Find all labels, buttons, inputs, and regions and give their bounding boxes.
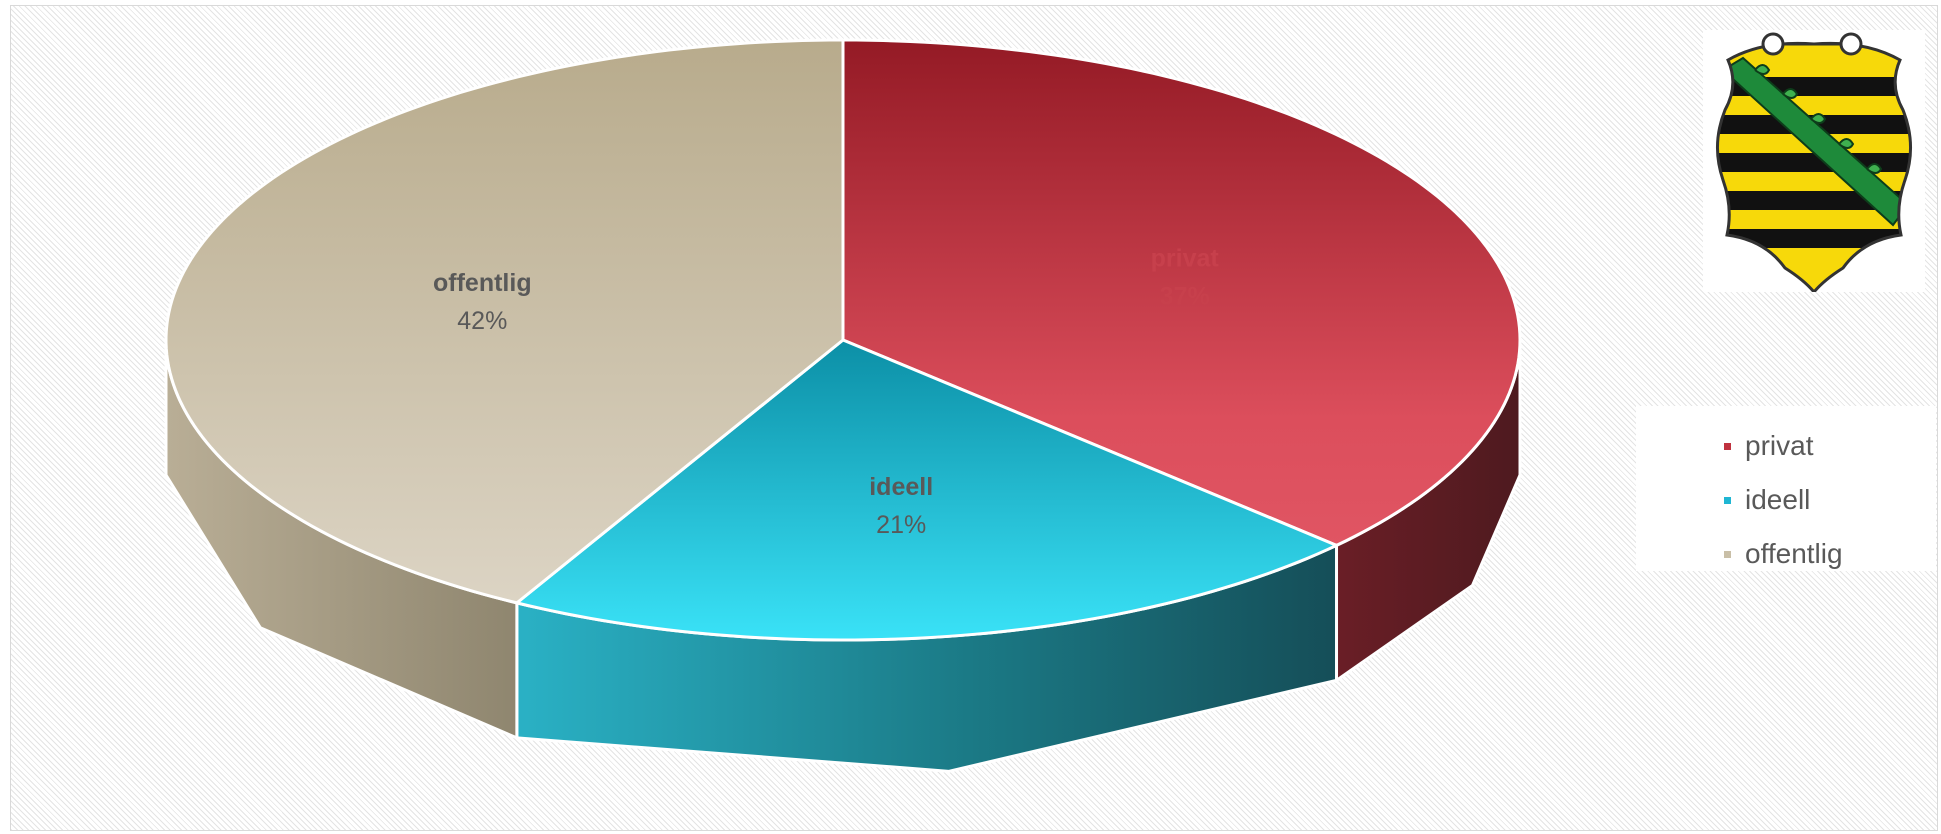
legend-item-privat: privat bbox=[1724, 426, 1813, 466]
legend-label-offentlig: offentlig bbox=[1745, 538, 1843, 569]
chart-legend: privat ideell offentlig bbox=[1636, 406, 1936, 571]
data-label-name-offentlig: offentlig bbox=[433, 269, 532, 297]
pie-slice-privat bbox=[841, 38, 1522, 547]
legend-label-privat: privat bbox=[1745, 430, 1814, 461]
legend-swatch-ideell bbox=[1724, 496, 1731, 504]
legend-item-offentlig: offentlig bbox=[1724, 534, 1843, 574]
data-label-name-ideell: ideell bbox=[869, 473, 933, 501]
legend-swatch-offentlig bbox=[1724, 550, 1731, 558]
data-label-percent-ideell: 21% bbox=[876, 511, 926, 539]
pie-slice-ideell bbox=[515, 338, 1339, 642]
data-label-percent-privat: 37% bbox=[1160, 283, 1210, 311]
legend-item-ideell: ideell bbox=[1724, 480, 1810, 520]
coat-of-arms-saxony-icon bbox=[1703, 30, 1925, 295]
legend-label-ideell: ideell bbox=[1745, 484, 1811, 515]
legend-swatch-privat bbox=[1724, 442, 1731, 450]
pie-slice-offentlig bbox=[164, 38, 845, 605]
data-label-name-privat: privat bbox=[1151, 245, 1220, 273]
data-label-percent-offentlig: 42% bbox=[457, 307, 507, 335]
